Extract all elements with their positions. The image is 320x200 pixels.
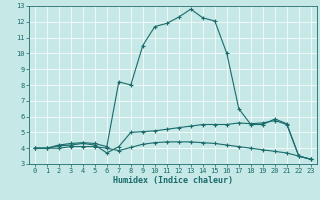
X-axis label: Humidex (Indice chaleur): Humidex (Indice chaleur) <box>113 176 233 185</box>
